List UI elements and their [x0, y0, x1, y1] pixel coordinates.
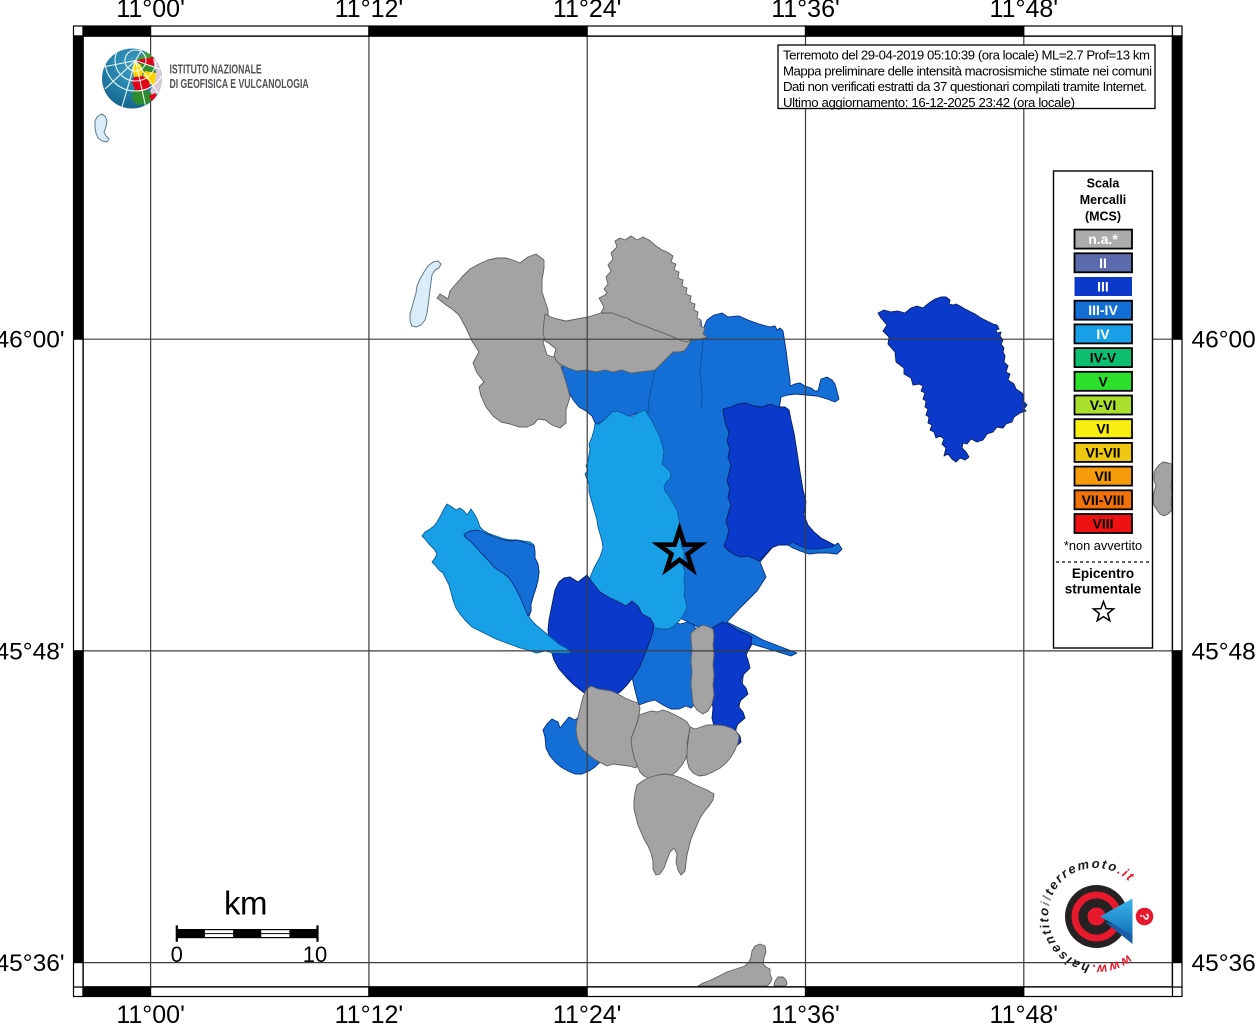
- svg-text:III: III: [1097, 279, 1109, 295]
- svg-text:III-IV: III-IV: [1088, 302, 1118, 318]
- svg-text:VI: VI: [1096, 421, 1109, 437]
- svg-text:strumentale: strumentale: [1065, 582, 1142, 597]
- svg-text:11°12': 11°12': [335, 0, 404, 23]
- svg-text:45°36': 45°36': [0, 950, 65, 977]
- svg-text:Dati non verificati estratti d: Dati non verificati estratti da 37 quest…: [783, 79, 1147, 94]
- svg-text:11°12': 11°12': [335, 1001, 404, 1024]
- svg-text:11°24': 11°24': [553, 0, 622, 23]
- svg-text:11°24': 11°24': [553, 1001, 622, 1024]
- svg-text:IV-V: IV-V: [1090, 350, 1117, 366]
- svg-text:?: ?: [1137, 912, 1152, 921]
- svg-text:Mappa preliminare delle intens: Mappa preliminare delle intensità macros…: [783, 63, 1152, 78]
- svg-text:45°48': 45°48': [1192, 638, 1255, 665]
- svg-text:46°00': 46°00': [0, 327, 65, 354]
- svg-text:n.a.*: n.a.*: [1088, 231, 1118, 247]
- svg-text:Mercalli: Mercalli: [1080, 193, 1127, 207]
- svg-text:DI GEOFISICA E VULCANOLOGIA: DI GEOFISICA E VULCANOLOGIA: [170, 77, 309, 91]
- svg-text:(MCS): (MCS): [1085, 210, 1121, 224]
- svg-text:VII: VII: [1094, 468, 1111, 484]
- svg-text:Epicentro: Epicentro: [1072, 566, 1134, 581]
- svg-text:V: V: [1098, 373, 1108, 389]
- svg-text:km: km: [224, 885, 267, 922]
- svg-text:11°36': 11°36': [771, 0, 840, 23]
- svg-text:V-VI: V-VI: [1090, 397, 1116, 413]
- svg-text:VI-VII: VI-VII: [1085, 444, 1120, 460]
- svg-text:IV: IV: [1096, 326, 1110, 342]
- svg-text:11°36': 11°36': [771, 1001, 840, 1024]
- svg-text:*non avvertito: *non avvertito: [1064, 538, 1142, 553]
- svg-text:Ultimo aggiornamento: 16-12-20: Ultimo aggiornamento: 16-12-2025 23:42 (…: [783, 95, 1075, 110]
- svg-text:11°48': 11°48': [990, 0, 1059, 23]
- svg-text:45°36': 45°36': [1192, 950, 1255, 977]
- svg-text:11°48': 11°48': [990, 1001, 1059, 1024]
- svg-text:45°48': 45°48': [0, 638, 65, 665]
- svg-text:10: 10: [303, 942, 327, 967]
- svg-text:11°00': 11°00': [116, 1001, 185, 1024]
- svg-text:Scala: Scala: [1087, 177, 1121, 191]
- svg-text:11°00': 11°00': [116, 0, 185, 23]
- svg-text:0: 0: [171, 942, 183, 967]
- svg-text:46°00': 46°00': [1192, 327, 1255, 354]
- svg-text:II: II: [1099, 255, 1107, 271]
- svg-text:VIII: VIII: [1092, 516, 1113, 532]
- svg-text:Terremoto del 29-04-2019 05:10: Terremoto del 29-04-2019 05:10:39 (ora l…: [783, 48, 1150, 63]
- svg-text:ISTITUTO NAZIONALE: ISTITUTO NAZIONALE: [170, 63, 262, 77]
- svg-text:VII-VIII: VII-VIII: [1082, 492, 1125, 508]
